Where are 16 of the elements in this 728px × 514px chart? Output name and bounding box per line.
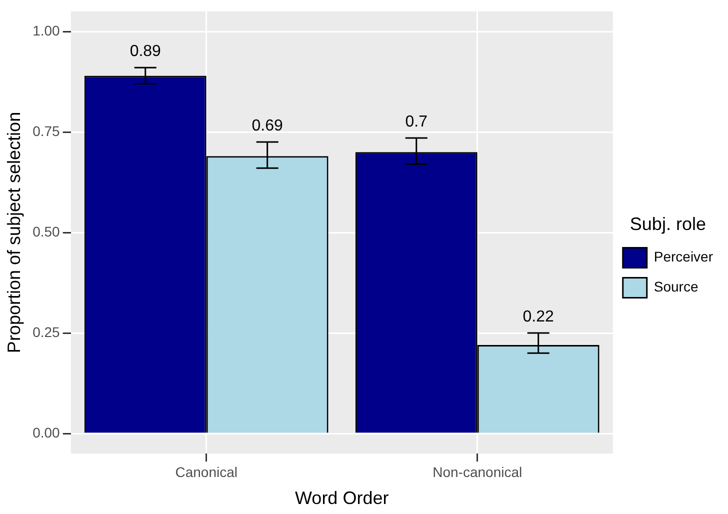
data-label: 0.69 xyxy=(252,117,284,134)
y-tick-label: 0.00 xyxy=(32,424,60,440)
data-label: 0.7 xyxy=(405,113,428,130)
legend-label: Source xyxy=(654,278,698,295)
y-tick-label: 0.50 xyxy=(32,223,60,240)
legend-title: Subj. role xyxy=(630,214,706,234)
y-axis-title: Proportion of subject selection xyxy=(4,112,24,354)
legend-label: Perceiver xyxy=(654,248,714,265)
y-tick-label: 0.25 xyxy=(32,324,60,340)
y-tick-label: 1.00 xyxy=(32,22,60,38)
y-tick-label: 0.75 xyxy=(32,122,60,139)
x-tick-label: Non-canonical xyxy=(432,464,522,480)
x-axis-title: Word Order xyxy=(295,488,389,508)
data-label: 0.22 xyxy=(522,308,554,326)
x-tick-label: Canonical xyxy=(175,464,238,480)
data-label: 0.89 xyxy=(130,43,162,60)
